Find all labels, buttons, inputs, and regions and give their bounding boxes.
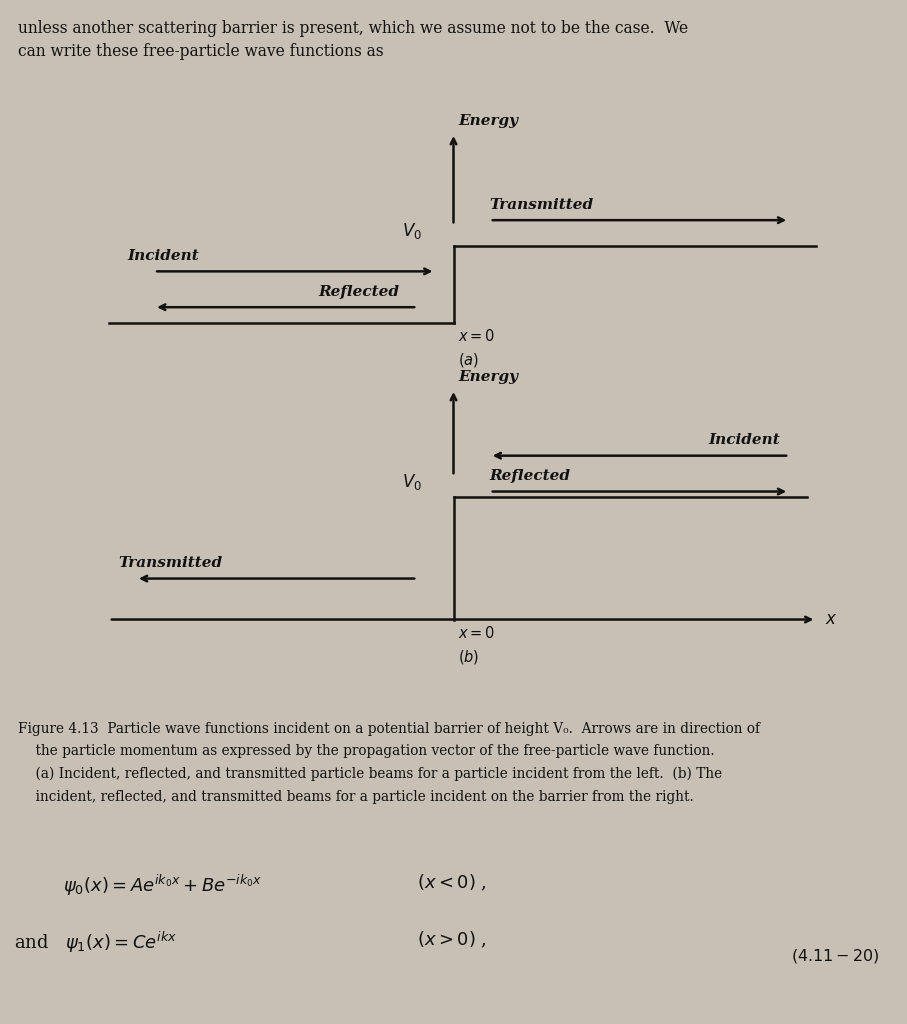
Text: $x = 0$: $x = 0$ — [458, 328, 495, 344]
Text: $(b)$: $(b)$ — [458, 648, 480, 667]
Text: incident, reflected, and transmitted beams for a particle incident on the barrie: incident, reflected, and transmitted bea… — [18, 790, 694, 804]
Text: Reflected: Reflected — [318, 285, 399, 299]
Text: Figure 4.13  Particle wave functions incident on a potential barrier of height V: Figure 4.13 Particle wave functions inci… — [18, 722, 760, 736]
Text: can write these free-particle wave functions as: can write these free-particle wave funct… — [18, 43, 384, 60]
Text: $(a)$: $(a)$ — [458, 351, 479, 370]
Text: Incident: Incident — [708, 433, 780, 447]
Text: $x = 0$: $x = 0$ — [458, 625, 495, 641]
Text: unless another scattering barrier is present, which we assume not to be the case: unless another scattering barrier is pre… — [18, 20, 688, 38]
Text: and   $\psi_1(x) = Ce^{ikx}$: and $\psi_1(x) = Ce^{ikx}$ — [14, 930, 177, 955]
Text: $(x < 0)$ ,: $(x < 0)$ , — [417, 872, 487, 893]
Text: Incident: Incident — [127, 249, 199, 263]
Text: $x$: $x$ — [825, 611, 838, 628]
Text: Energy: Energy — [458, 370, 518, 384]
Text: $\psi_0(x) = Ae^{ik_0x} + Be^{-ik_0x}$: $\psi_0(x) = Ae^{ik_0x} + Be^{-ik_0x}$ — [63, 872, 263, 898]
Text: (a) Incident, reflected, and transmitted particle beams for a particle incident : (a) Incident, reflected, and transmitted… — [18, 767, 722, 781]
Text: $(x > 0)$ ,: $(x > 0)$ , — [417, 930, 487, 950]
Text: Transmitted: Transmitted — [118, 556, 222, 570]
Text: Transmitted: Transmitted — [490, 198, 594, 212]
Text: the particle momentum as expressed by the propagation vector of the free-particl: the particle momentum as expressed by th… — [18, 744, 715, 759]
Text: Reflected: Reflected — [490, 469, 571, 483]
Text: $V_0$: $V_0$ — [402, 471, 422, 492]
Text: Energy: Energy — [458, 114, 518, 128]
Text: $V_0$: $V_0$ — [402, 220, 422, 241]
Text: $(4.11 - 20)$: $(4.11 - 20)$ — [791, 947, 880, 966]
